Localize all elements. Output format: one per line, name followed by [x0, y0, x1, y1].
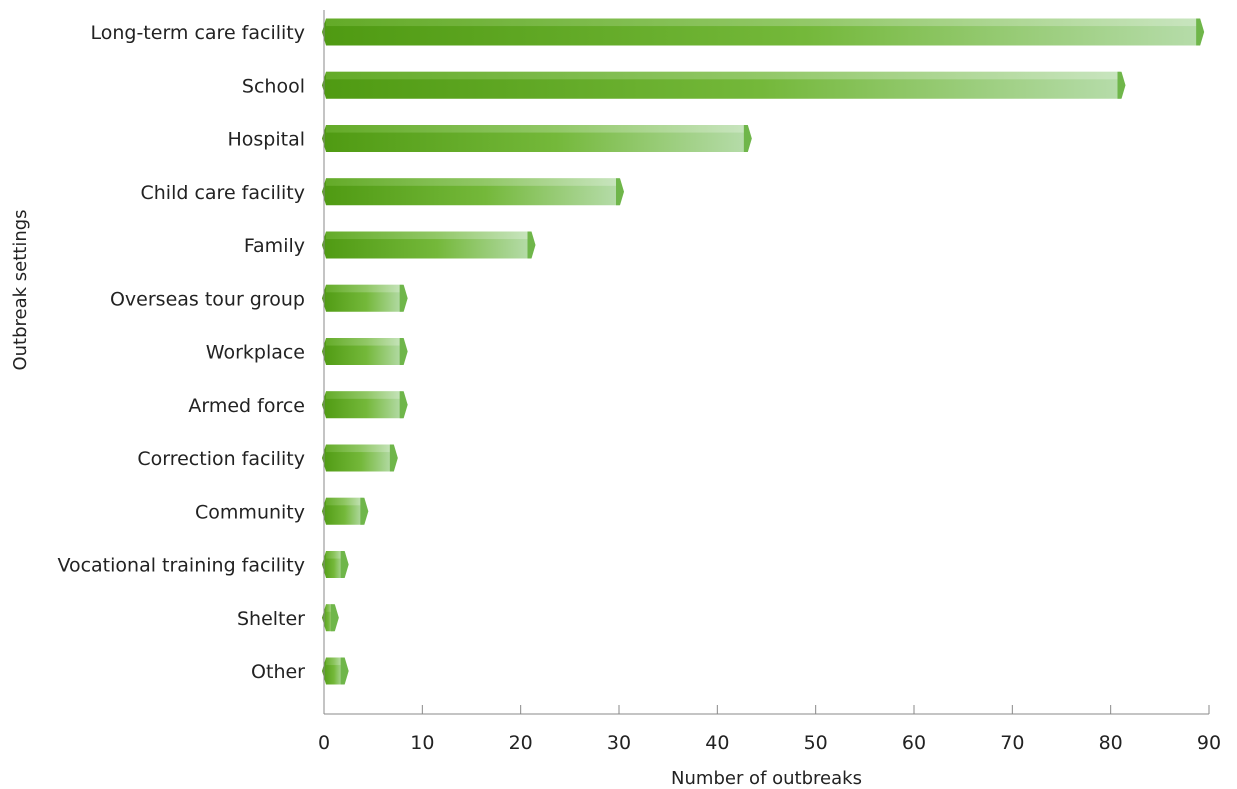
bar-correction-facility	[322, 444, 398, 472]
bar-highlight	[326, 338, 403, 346]
category-labels: Long-term care facility School Hospital Chi…	[57, 22, 305, 683]
bar-end-cap	[399, 284, 408, 312]
category-label: Overseas tour group	[110, 288, 305, 310]
bar-highlight	[326, 125, 747, 133]
category-label: Armed force	[188, 395, 305, 417]
bar-end-cap	[616, 178, 624, 206]
bar-end-cap	[340, 657, 349, 685]
bar-highlight	[326, 284, 403, 293]
bar-highlight	[326, 231, 531, 240]
category-label: Family	[244, 235, 305, 257]
bar-family	[322, 231, 536, 259]
x-axis-ticks: 0 10 20 30 40 50 60 70 80 90	[318, 705, 1221, 754]
category-label: Correction facility	[137, 448, 305, 470]
x-tick-label: 70	[1000, 732, 1024, 754]
bar-end-cap	[340, 551, 349, 578]
x-tick-label: 40	[705, 732, 729, 754]
x-tick-label: 60	[902, 732, 926, 754]
bar-school	[322, 71, 1126, 99]
bar-shelter	[322, 604, 339, 632]
bar-highlight	[326, 444, 393, 453]
bar-armed-force	[322, 391, 408, 419]
bar-end-cap	[399, 338, 408, 365]
bar-community	[322, 497, 369, 525]
category-label: Hospital	[227, 129, 305, 151]
x-tick-label: 30	[607, 732, 631, 754]
bar-highlight	[326, 604, 334, 612]
category-label: Other	[251, 661, 305, 683]
x-tick-label: 80	[1099, 732, 1123, 754]
axes	[323, 10, 1209, 715]
bar-end-cap	[399, 391, 408, 419]
x-tick-label: 90	[1197, 732, 1221, 754]
category-label: Community	[195, 501, 305, 523]
category-label: Child care facility	[141, 182, 306, 204]
x-tick-label: 20	[509, 732, 533, 754]
bar-child-care-facility	[322, 178, 624, 206]
bar-other	[322, 657, 349, 685]
bar-highlight	[326, 551, 344, 559]
bars-layer	[322, 18, 1205, 685]
bar-vocational-training-facility	[322, 551, 349, 578]
x-tick-label: 10	[410, 732, 434, 754]
bar-highlight	[326, 71, 1121, 80]
category-label: Long-term care facility	[90, 22, 305, 44]
bar-end-cap	[389, 444, 398, 472]
bar-end-cap	[527, 231, 536, 259]
bar-workplace	[322, 338, 408, 365]
x-tick-label: 0	[318, 732, 330, 754]
category-label: Shelter	[237, 608, 305, 630]
category-label: Vocational training facility	[57, 555, 305, 577]
bar-hospital	[322, 125, 752, 152]
category-label: Workplace	[206, 342, 305, 364]
bar-end-cap	[360, 497, 369, 525]
bar-highlight	[326, 391, 403, 399]
x-axis-title: Number of outbreaks	[671, 768, 862, 789]
bar-highlight	[326, 497, 364, 506]
bar-overseas-tour-group	[322, 284, 408, 312]
x-tick-label: 50	[804, 732, 828, 754]
bar-end-cap	[330, 604, 339, 632]
bar-end-cap	[1196, 18, 1205, 46]
bar-highlight	[326, 178, 619, 186]
bar-highlight	[326, 657, 344, 666]
bar-highlight	[326, 18, 1200, 27]
bar-long-term-care-facility	[322, 18, 1205, 46]
category-label: School	[242, 75, 305, 97]
bar-end-cap	[1117, 71, 1126, 99]
bar-end-cap	[743, 125, 752, 152]
y-axis-title: Outbreak settings	[10, 209, 31, 370]
